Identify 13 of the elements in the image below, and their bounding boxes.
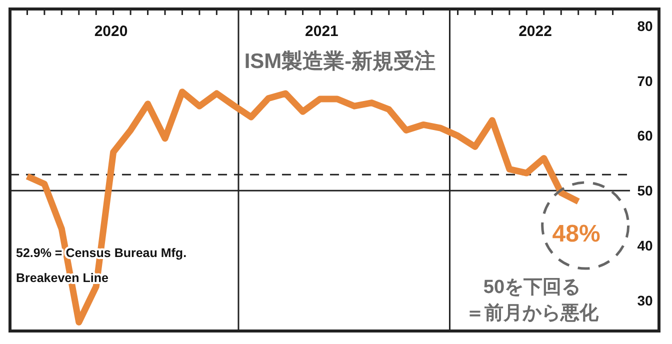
x-tick-label: 2021 <box>305 23 338 40</box>
annotation: 50を下回る <box>483 277 581 298</box>
y-tick-label: 40 <box>637 237 653 254</box>
y-tick-label: 50 <box>637 182 653 199</box>
x-tick-label: 2022 <box>518 23 552 40</box>
annotation: ＝前月から悪化 <box>466 303 598 324</box>
text: ISM製造業-新規受注 <box>244 49 436 73</box>
y-tick-label: 70 <box>637 72 653 89</box>
annotation: 48% <box>552 220 600 248</box>
y-tick-label: 60 <box>637 128 653 144</box>
y-tick-label: 30 <box>637 292 653 308</box>
y-tick-label: 80 <box>637 18 653 34</box>
x-tick-label: 2020 <box>94 23 128 40</box>
